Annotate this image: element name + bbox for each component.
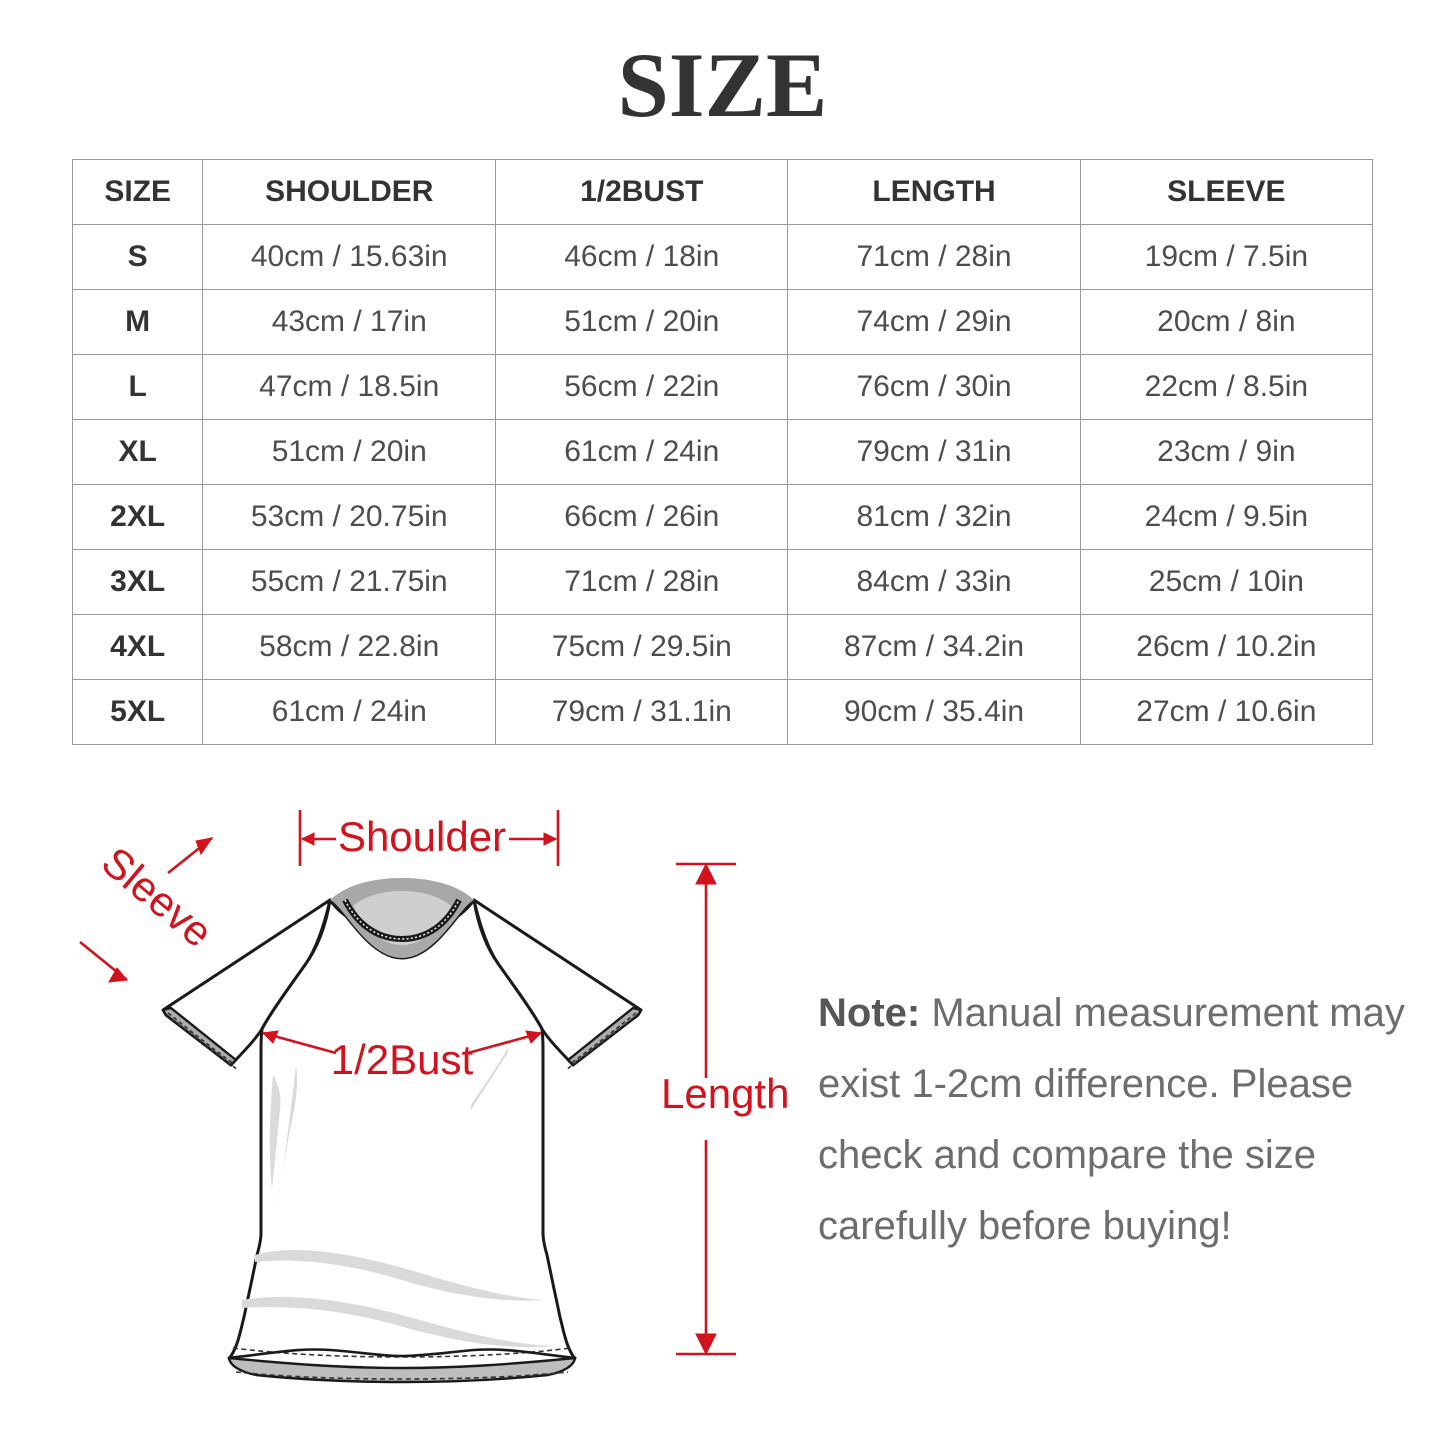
- svg-text:Length: Length: [661, 1070, 789, 1117]
- svg-text:Sleeve: Sleeve: [93, 838, 222, 957]
- svg-text:Shoulder: Shoulder: [338, 813, 506, 860]
- svg-text:1/2Bust: 1/2Bust: [331, 1036, 474, 1083]
